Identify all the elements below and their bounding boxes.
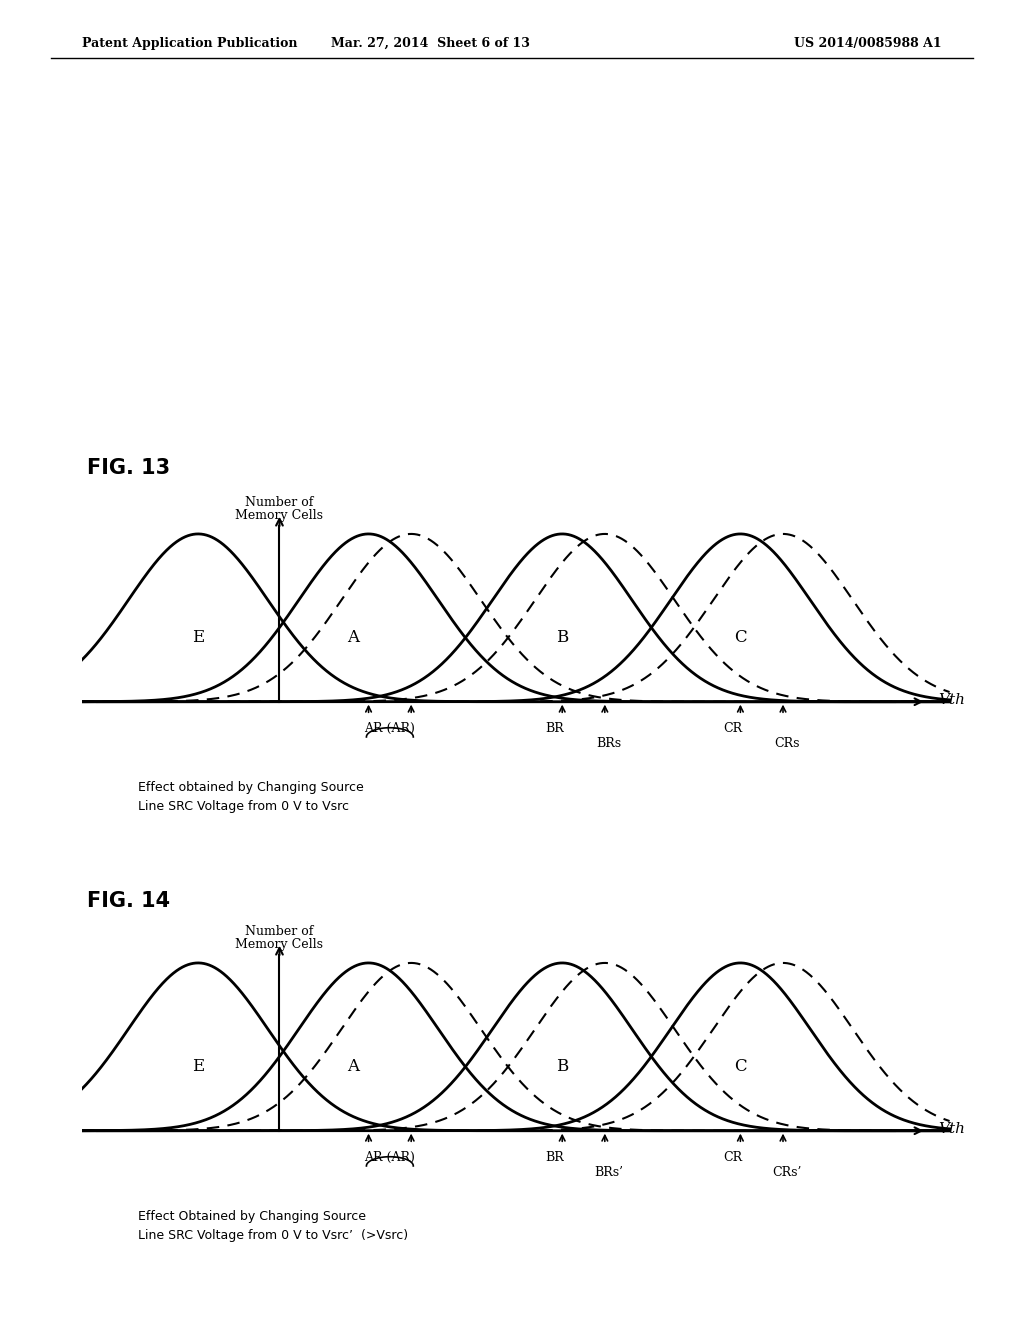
Text: Memory Cells: Memory Cells <box>236 939 324 952</box>
Text: AR (AR): AR (AR) <box>365 1151 416 1164</box>
Text: US 2014/0085988 A1: US 2014/0085988 A1 <box>795 37 942 50</box>
Text: CRs: CRs <box>774 737 800 750</box>
Text: BR: BR <box>545 1151 564 1164</box>
Text: C: C <box>734 630 746 647</box>
Text: BR: BR <box>545 722 564 735</box>
Text: E: E <box>191 630 204 647</box>
Text: C: C <box>734 1059 746 1076</box>
Text: Mar. 27, 2014  Sheet 6 of 13: Mar. 27, 2014 Sheet 6 of 13 <box>331 37 529 50</box>
Text: Number of: Number of <box>246 925 313 937</box>
Text: A: A <box>347 1059 359 1076</box>
Text: AR (AR): AR (AR) <box>365 722 416 735</box>
Text: Line SRC Voltage from 0 V to Vsrc: Line SRC Voltage from 0 V to Vsrc <box>138 800 349 813</box>
Text: A: A <box>347 630 359 647</box>
Text: Effect Obtained by Changing Source: Effect Obtained by Changing Source <box>138 1210 367 1224</box>
Text: E: E <box>191 1059 204 1076</box>
Text: B: B <box>556 1059 568 1076</box>
Text: CRs’: CRs’ <box>772 1166 802 1179</box>
Text: Vth: Vth <box>938 1122 965 1137</box>
Text: Memory Cells: Memory Cells <box>236 510 324 523</box>
Text: Number of: Number of <box>246 496 313 508</box>
Text: CR: CR <box>723 722 742 735</box>
Text: B: B <box>556 630 568 647</box>
Text: FIG. 13: FIG. 13 <box>87 458 170 478</box>
Text: Effect obtained by Changing Source: Effect obtained by Changing Source <box>138 781 364 795</box>
Text: BRs’: BRs’ <box>594 1166 624 1179</box>
Text: Vth: Vth <box>938 693 965 708</box>
Text: Patent Application Publication: Patent Application Publication <box>82 37 297 50</box>
Text: BRs: BRs <box>596 737 622 750</box>
Text: FIG. 14: FIG. 14 <box>87 891 170 911</box>
Text: Line SRC Voltage from 0 V to Vsrc’  (>Vsrc): Line SRC Voltage from 0 V to Vsrc’ (>Vsr… <box>138 1229 409 1242</box>
Text: CR: CR <box>723 1151 742 1164</box>
